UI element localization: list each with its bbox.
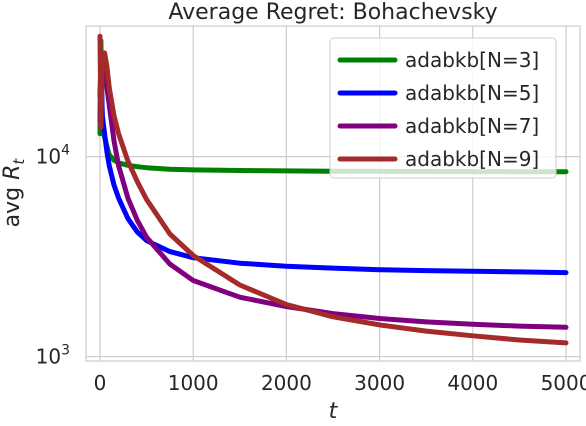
legend-label: adabkb[N=3] — [405, 48, 539, 72]
x-tick-label: 1000 — [168, 371, 219, 395]
y-axis-label-var: R — [0, 165, 25, 180]
x-tick-label: 0 — [94, 371, 107, 395]
x-tick-label: 4000 — [447, 371, 498, 395]
x-tick-label: 3000 — [354, 371, 405, 395]
y-tick-label: 103 — [36, 343, 70, 369]
legend-box — [329, 37, 557, 179]
y-axis-label-prefix: avg — [0, 180, 25, 227]
legend-label: adabkb[N=5] — [405, 81, 539, 105]
x-tick-label: 2000 — [261, 371, 312, 395]
y-axis-label-sub: t — [10, 158, 28, 165]
legend-label: adabkb[N=9] — [405, 147, 539, 171]
legend: adabkb[N=3] adabkb[N=5] adabkb[N=7] adabkb[… — [329, 37, 557, 179]
y-tick-labels: 103 104 — [36, 143, 70, 369]
legend-label: adabkb[N=7] — [405, 114, 539, 138]
y-axis-label: avg Rt — [0, 158, 28, 228]
chart-title: Average Regret: Bohachevsky — [168, 0, 497, 25]
x-tick-label: 5000 — [541, 371, 586, 395]
x-axis-label: t — [329, 399, 339, 424]
series-line-4 — [97, 33, 569, 346]
series-line-3 — [97, 53, 569, 330]
x-tick-labels: 0 1000 2000 3000 4000 5000 — [94, 371, 586, 395]
y-tick-label: 104 — [36, 143, 70, 169]
